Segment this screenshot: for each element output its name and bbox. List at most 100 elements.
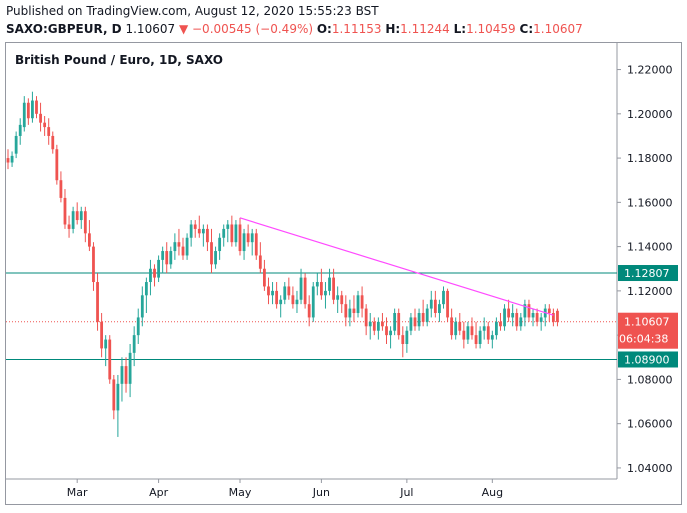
candle-down [35, 100, 38, 114]
candle-down [230, 224, 234, 243]
candle-up [425, 308, 429, 322]
candle-down [450, 317, 454, 336]
candle-down [55, 149, 59, 181]
candle-down [108, 339, 112, 380]
candle-up [169, 251, 173, 265]
candle-down [238, 224, 242, 252]
candle-down [258, 255, 262, 269]
candle-down [397, 313, 401, 336]
candle-up [466, 326, 470, 340]
open-value: 1.11153 [331, 22, 382, 36]
candle-up [295, 299, 299, 305]
candle-up [348, 308, 352, 318]
low-label: L: [453, 22, 467, 36]
chart-frame[interactable] [5, 42, 682, 505]
candle-down [47, 127, 51, 136]
candle-up [409, 317, 413, 331]
countdown-label: 06:04:38 [619, 333, 668, 346]
close-value: 1.10607 [533, 22, 583, 36]
candle-up [490, 335, 494, 340]
high-label: H: [385, 22, 401, 36]
candle-up [368, 321, 372, 327]
candle-up [140, 295, 144, 318]
close-label: C: [519, 22, 534, 36]
candle-up [189, 224, 193, 238]
candle-down [246, 233, 250, 243]
candle-up [482, 326, 486, 331]
candle-down [197, 228, 201, 234]
candle-down [507, 308, 511, 318]
y-tick-label: 1.04000 [627, 462, 673, 475]
candle-up [405, 330, 409, 344]
candle-up [531, 313, 535, 318]
candle-up [283, 286, 287, 300]
candle-down [88, 233, 91, 247]
candle-up [279, 299, 283, 305]
candle-down [83, 211, 87, 234]
candle-down [486, 326, 490, 340]
candle-down [124, 366, 128, 384]
candle-down [470, 326, 474, 336]
candle-down [177, 242, 181, 247]
candle-up [311, 286, 315, 318]
high-value: 1.11244 [400, 22, 450, 36]
candle-down [96, 282, 99, 322]
candle-up [495, 321, 498, 336]
x-tick-label: Aug [482, 486, 503, 499]
candle-down [254, 233, 258, 256]
candle-up [503, 308, 506, 327]
candle-down [458, 321, 462, 331]
y-tick-label: 1.06000 [627, 418, 673, 431]
x-tick-label: Jul [399, 486, 413, 499]
candle-up [157, 259, 160, 278]
last-price-label: 1.10607 [624, 316, 670, 329]
candle-up [173, 242, 177, 252]
candle-down [100, 321, 104, 349]
candle-down [352, 308, 356, 314]
candle-down [499, 321, 502, 327]
candle-down [364, 308, 368, 327]
candle-up [356, 295, 360, 314]
level-label: 1.12807 [624, 267, 670, 280]
x-tick-label: Apr [149, 486, 169, 499]
candle-up [429, 299, 433, 309]
candle-up [136, 317, 140, 336]
trendline [239, 217, 554, 316]
candle-down [527, 304, 531, 318]
candle-down [515, 313, 519, 327]
candle-down [381, 321, 384, 327]
candle-up [519, 317, 523, 327]
symbol-label: SAXO:GBPEUR, D [6, 22, 122, 36]
candle-down [63, 197, 67, 225]
change-text: −0.00545 (−0.49%) [192, 22, 314, 36]
candle-up [250, 233, 254, 243]
candle-down [547, 308, 551, 314]
x-tick-label: Mar [67, 486, 88, 499]
candle-up [22, 102, 26, 128]
y-tick-label: 1.14000 [627, 241, 673, 254]
candle-down [263, 268, 266, 287]
candle-up [417, 313, 421, 327]
candle-up [71, 211, 75, 229]
candle-down [51, 135, 55, 150]
candle-up [116, 383, 120, 411]
candle-down [267, 286, 270, 296]
candle-down [319, 282, 323, 296]
y-tick-label: 1.20000 [627, 108, 673, 121]
candle-down [26, 102, 30, 119]
candle-down [193, 224, 197, 229]
candle-up [226, 224, 230, 229]
candle-down [275, 290, 279, 305]
candle-down [462, 330, 466, 340]
candle-up [478, 330, 482, 344]
candle-up [511, 313, 515, 318]
candle-up [315, 282, 319, 287]
candle-down [307, 304, 311, 318]
candle-down [474, 335, 478, 344]
candle-down [413, 317, 417, 327]
candle-down [287, 286, 291, 296]
candle-down [59, 180, 63, 198]
candle-up [10, 155, 14, 163]
y-tick-label: 1.12000 [627, 285, 673, 298]
